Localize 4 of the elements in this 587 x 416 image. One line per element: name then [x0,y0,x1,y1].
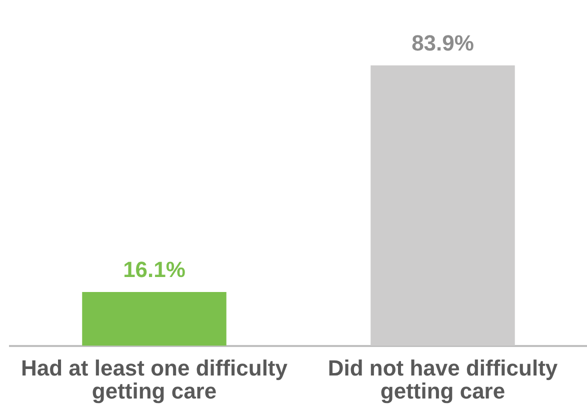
x-tick-label: Had at least one difficulty getting care [21,355,288,404]
x-tick-label: Did not have difficulty getting care [328,355,558,404]
data-label: 16.1% [123,257,186,282]
data-label: 83.9% [412,30,474,56]
